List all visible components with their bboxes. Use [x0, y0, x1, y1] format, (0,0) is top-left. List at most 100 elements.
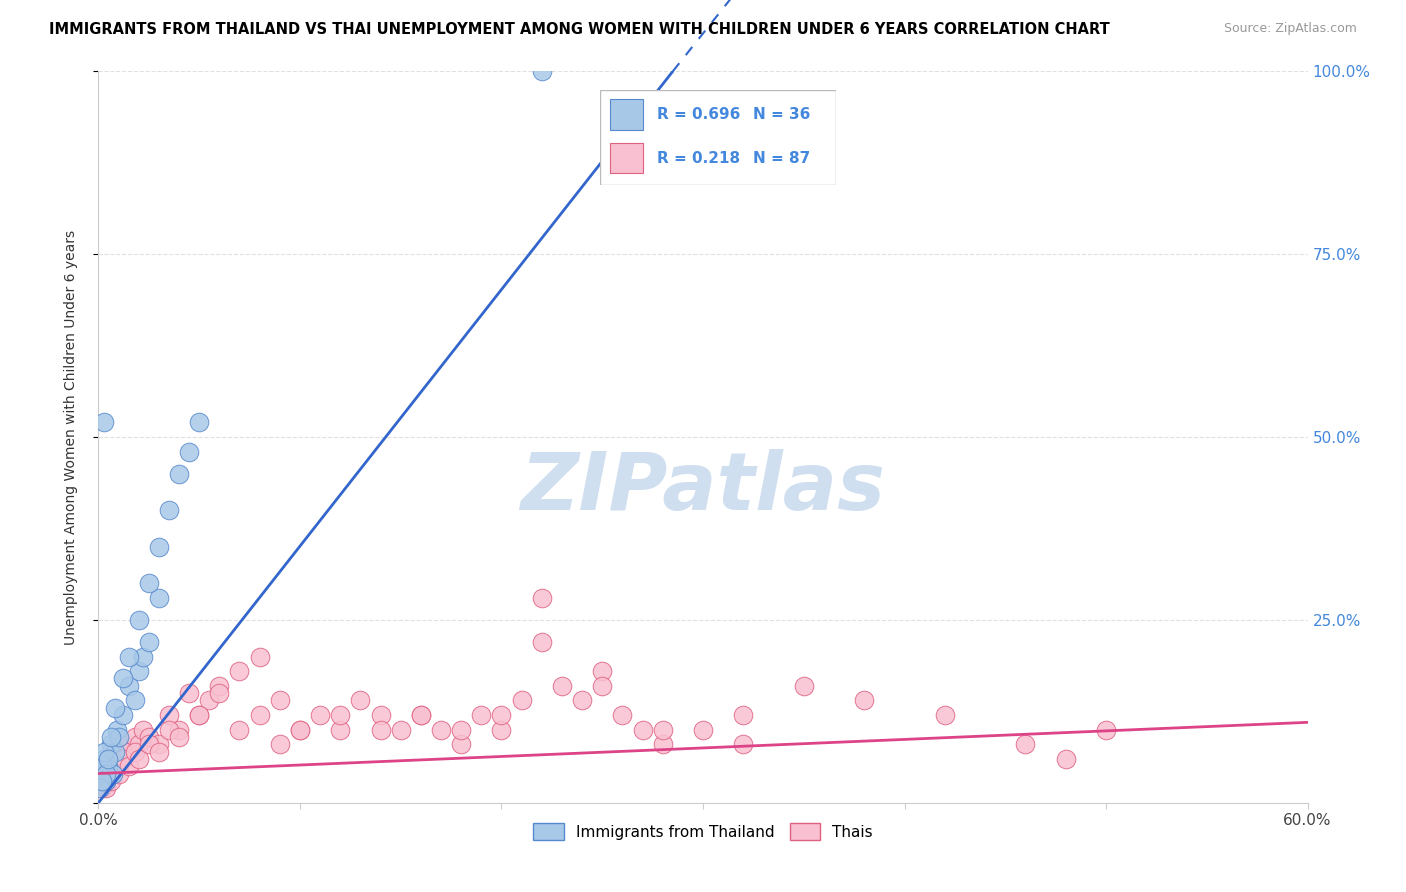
Point — [91, 766, 114, 780]
Point — [111, 672, 134, 686]
Point — [132, 649, 155, 664]
Point — [105, 723, 128, 737]
Point — [100, 773, 122, 788]
Point — [491, 723, 513, 737]
Text: Source: ZipAtlas.com: Source: ZipAtlas.com — [1223, 22, 1357, 36]
Point — [1014, 737, 1036, 751]
Point — [148, 591, 170, 605]
Point — [93, 773, 115, 788]
Point — [118, 759, 141, 773]
Point — [179, 444, 201, 458]
Point — [93, 759, 115, 773]
Point — [370, 708, 392, 723]
Point — [138, 737, 160, 751]
Point — [450, 723, 472, 737]
Point — [138, 576, 160, 591]
Point — [91, 759, 114, 773]
Point — [733, 708, 755, 723]
Point — [111, 752, 134, 766]
Point — [1054, 752, 1077, 766]
Point — [370, 723, 392, 737]
Point — [651, 723, 673, 737]
Point — [157, 708, 180, 723]
Point — [530, 64, 553, 78]
Point — [89, 773, 111, 788]
Point — [93, 745, 115, 759]
Point — [510, 693, 533, 707]
Point — [148, 540, 170, 554]
Point — [128, 664, 150, 678]
Point — [128, 752, 150, 766]
Point — [167, 467, 190, 481]
Point — [228, 723, 250, 737]
Point — [105, 752, 128, 766]
Point — [249, 649, 271, 664]
Point — [118, 679, 141, 693]
Point — [91, 773, 114, 788]
Text: ZIPatlas: ZIPatlas — [520, 450, 886, 527]
Point — [188, 708, 211, 723]
Point — [1095, 723, 1118, 737]
Point — [118, 745, 141, 759]
Point — [208, 679, 231, 693]
Point — [329, 723, 352, 737]
Point — [167, 723, 190, 737]
Point — [188, 708, 211, 723]
Point — [97, 766, 120, 780]
Point — [530, 591, 553, 605]
Point — [100, 737, 122, 751]
Point — [430, 723, 453, 737]
Point — [157, 723, 180, 737]
Point — [148, 737, 170, 751]
Point — [89, 781, 111, 796]
Point — [591, 664, 613, 678]
Point — [96, 773, 118, 788]
Point — [89, 773, 111, 788]
Point — [132, 723, 155, 737]
Point — [329, 708, 352, 723]
Point — [228, 664, 250, 678]
Point — [96, 766, 118, 780]
Point — [111, 737, 134, 751]
Point — [409, 708, 432, 723]
Point — [100, 752, 122, 766]
Point — [198, 693, 221, 707]
Point — [470, 708, 492, 723]
Point — [853, 693, 876, 707]
Point — [93, 752, 115, 766]
Point — [138, 635, 160, 649]
Point — [288, 723, 311, 737]
Point — [111, 708, 134, 723]
Point — [409, 708, 432, 723]
Point — [128, 613, 150, 627]
Point — [157, 503, 180, 517]
Point — [91, 773, 114, 788]
Point — [100, 730, 122, 744]
Point — [934, 708, 956, 723]
Point — [793, 679, 815, 693]
Point — [208, 686, 231, 700]
Point — [249, 708, 271, 723]
Point — [651, 737, 673, 751]
Point — [631, 723, 654, 737]
Point — [269, 737, 291, 751]
Point — [103, 759, 125, 773]
Point — [309, 708, 332, 723]
Point — [148, 745, 170, 759]
Point — [450, 737, 472, 751]
Point — [93, 773, 115, 788]
Point — [179, 686, 201, 700]
Point — [93, 416, 115, 430]
Point — [124, 693, 146, 707]
Point — [107, 759, 129, 773]
Point — [591, 679, 613, 693]
Point — [530, 635, 553, 649]
Point — [288, 723, 311, 737]
Y-axis label: Unemployment Among Women with Children Under 6 years: Unemployment Among Women with Children U… — [63, 229, 77, 645]
Point — [97, 766, 120, 780]
Point — [97, 759, 120, 773]
Point — [138, 730, 160, 744]
Point — [103, 745, 125, 759]
Point — [97, 752, 120, 766]
Point — [107, 766, 129, 780]
